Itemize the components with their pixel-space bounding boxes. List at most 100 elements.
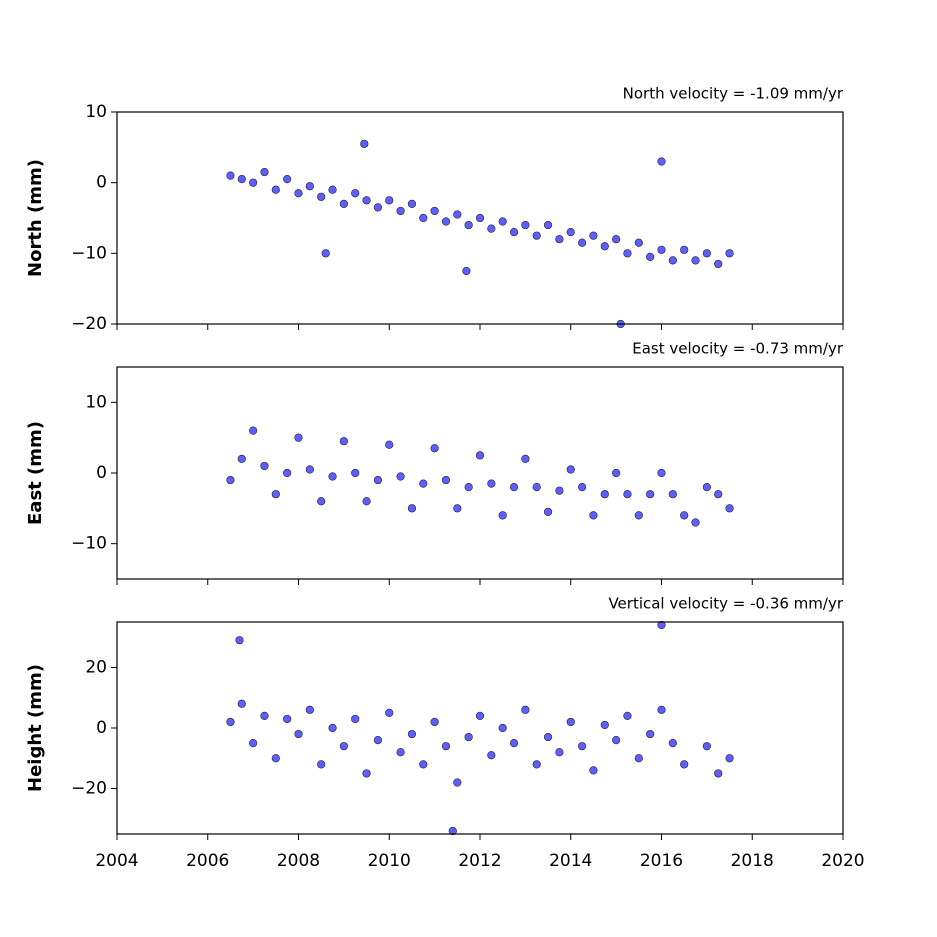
data-point bbox=[317, 760, 326, 769]
data-point bbox=[555, 235, 564, 244]
data-point bbox=[623, 249, 632, 258]
data-point bbox=[430, 206, 439, 216]
data-point bbox=[702, 742, 711, 751]
data-point bbox=[577, 483, 587, 492]
data-point bbox=[475, 451, 485, 460]
data-point bbox=[555, 748, 564, 757]
data-point bbox=[328, 472, 337, 481]
data-point bbox=[577, 742, 587, 751]
y-axis-label: North (mm) bbox=[25, 159, 46, 277]
data-point bbox=[634, 238, 643, 247]
data-point bbox=[714, 259, 723, 269]
y-tick-label: 10 bbox=[85, 102, 107, 122]
y-tick-label: 0 bbox=[96, 718, 107, 738]
data-point bbox=[600, 242, 609, 251]
data-point bbox=[532, 483, 541, 492]
data-point bbox=[702, 483, 711, 492]
data-point bbox=[271, 490, 280, 499]
data-point bbox=[249, 739, 258, 748]
data-point bbox=[237, 454, 246, 463]
data-point bbox=[317, 497, 326, 506]
data-point bbox=[589, 511, 598, 520]
y-tick-label: −20 bbox=[71, 779, 107, 799]
y-tick-label: −10 bbox=[71, 243, 107, 263]
panel-title: East velocity = -0.73 mm/yr bbox=[632, 340, 844, 358]
data-point bbox=[646, 490, 655, 499]
data-point bbox=[441, 475, 451, 485]
data-point bbox=[362, 196, 371, 205]
data-point bbox=[543, 507, 553, 516]
data-point bbox=[634, 754, 643, 763]
data-point bbox=[260, 461, 269, 471]
data-point bbox=[680, 511, 689, 520]
data-point bbox=[396, 748, 405, 757]
panel-title: Vertical velocity = -0.36 mm/yr bbox=[608, 595, 843, 613]
x-tick-label: 2018 bbox=[731, 851, 774, 871]
data-point bbox=[509, 228, 519, 237]
data-point bbox=[725, 754, 734, 763]
data-point bbox=[543, 732, 553, 742]
data-point bbox=[680, 245, 689, 254]
data-point bbox=[294, 189, 303, 198]
data-point bbox=[566, 717, 575, 727]
data-point bbox=[691, 256, 700, 265]
y-tick-label: −20 bbox=[71, 314, 107, 334]
data-point bbox=[362, 769, 371, 778]
data-point bbox=[441, 742, 451, 751]
data-point bbox=[589, 766, 598, 775]
data-point bbox=[714, 769, 723, 778]
data-point bbox=[680, 760, 689, 769]
data-point bbox=[543, 220, 553, 230]
y-tick-label: 0 bbox=[96, 463, 107, 483]
x-tick-label: 2016 bbox=[640, 851, 683, 871]
data-point bbox=[260, 711, 269, 720]
data-point bbox=[441, 217, 451, 226]
data-point bbox=[407, 504, 417, 513]
data-point bbox=[328, 723, 337, 733]
data-point bbox=[226, 475, 235, 485]
data-point bbox=[657, 157, 666, 166]
data-point bbox=[600, 490, 609, 499]
data-point bbox=[260, 167, 269, 177]
data-point bbox=[521, 220, 530, 230]
data-point bbox=[237, 175, 246, 184]
data-point bbox=[589, 231, 598, 240]
data-point bbox=[498, 217, 507, 226]
data-point bbox=[668, 256, 677, 265]
data-point bbox=[657, 245, 666, 254]
data-point bbox=[646, 729, 655, 739]
data-point bbox=[396, 472, 405, 481]
data-point bbox=[373, 203, 383, 212]
data-point bbox=[396, 206, 405, 216]
data-point bbox=[623, 711, 632, 720]
data-point bbox=[657, 468, 666, 478]
data-point bbox=[235, 636, 244, 645]
data-point bbox=[509, 739, 519, 748]
data-point bbox=[462, 266, 471, 276]
data-point bbox=[373, 736, 383, 745]
data-point bbox=[555, 486, 564, 495]
data-point bbox=[532, 231, 541, 240]
y-axis-label: Height (mm) bbox=[25, 664, 46, 792]
data-point bbox=[691, 518, 700, 527]
data-point bbox=[407, 199, 417, 208]
x-tick-label: 2006 bbox=[186, 851, 229, 871]
data-point bbox=[339, 437, 348, 446]
data-point bbox=[419, 213, 428, 223]
data-point bbox=[448, 826, 457, 836]
data-point bbox=[577, 238, 587, 247]
data-point bbox=[612, 235, 621, 244]
data-point bbox=[702, 249, 711, 258]
data-point bbox=[521, 705, 530, 714]
data-point bbox=[453, 210, 462, 219]
data-point bbox=[385, 708, 394, 717]
data-point bbox=[487, 751, 496, 760]
x-tick-label: 2014 bbox=[549, 851, 592, 871]
y-axis-label: East (mm) bbox=[25, 421, 46, 525]
data-point bbox=[657, 705, 666, 714]
data-point bbox=[294, 729, 303, 739]
data-point bbox=[283, 468, 292, 478]
data-point bbox=[283, 175, 292, 184]
data-point bbox=[634, 511, 643, 520]
